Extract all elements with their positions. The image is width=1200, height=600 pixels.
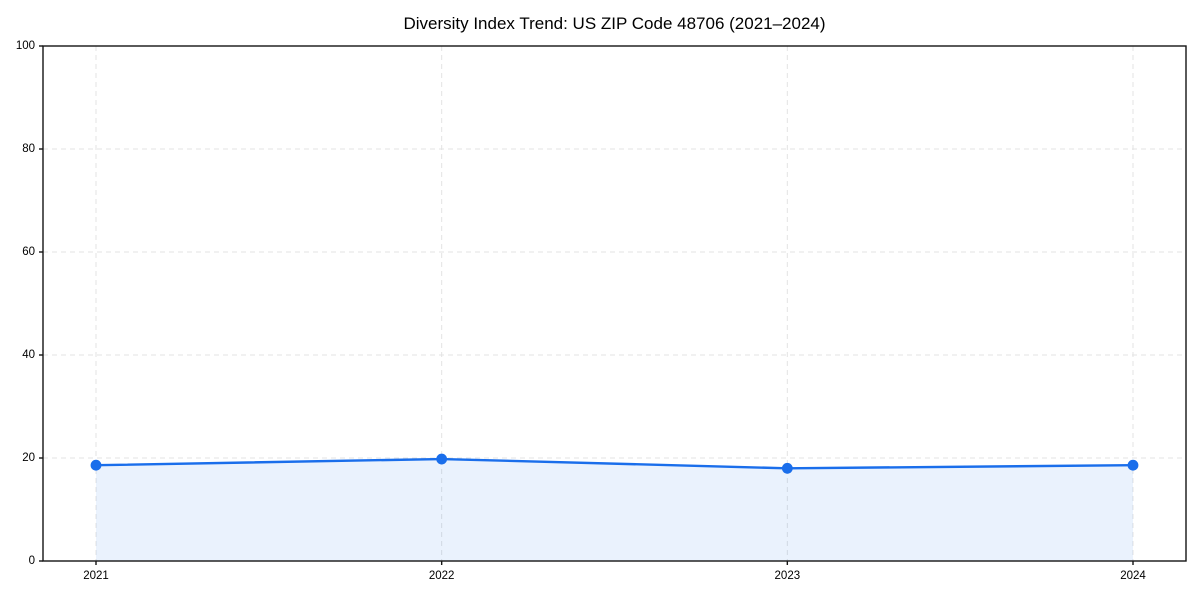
trend-line (94, 457, 1135, 470)
x-tick-label: 2024 (1120, 570, 1146, 582)
x-tick-label: 2021 (83, 570, 109, 582)
data-point-marker (90, 459, 102, 471)
y-tick-label: 100 (16, 40, 35, 52)
y-tick-label: 60 (22, 246, 35, 258)
data-point-marker (1127, 459, 1139, 471)
y-tick-label: 0 (29, 555, 35, 567)
chart-title: Diversity Index Trend: US ZIP Code 48706… (403, 14, 826, 33)
area-fill (96, 459, 1133, 561)
y-tick-label: 20 (22, 452, 35, 464)
plot-border (42, 45, 1187, 562)
y-tick-label: 40 (22, 349, 35, 361)
x-tick-label: 2023 (775, 570, 801, 582)
x-tick-label: 2022 (429, 570, 455, 582)
data-point-marker (436, 453, 448, 465)
data-point-marker (781, 462, 793, 474)
y-tick-label: 80 (22, 143, 35, 155)
